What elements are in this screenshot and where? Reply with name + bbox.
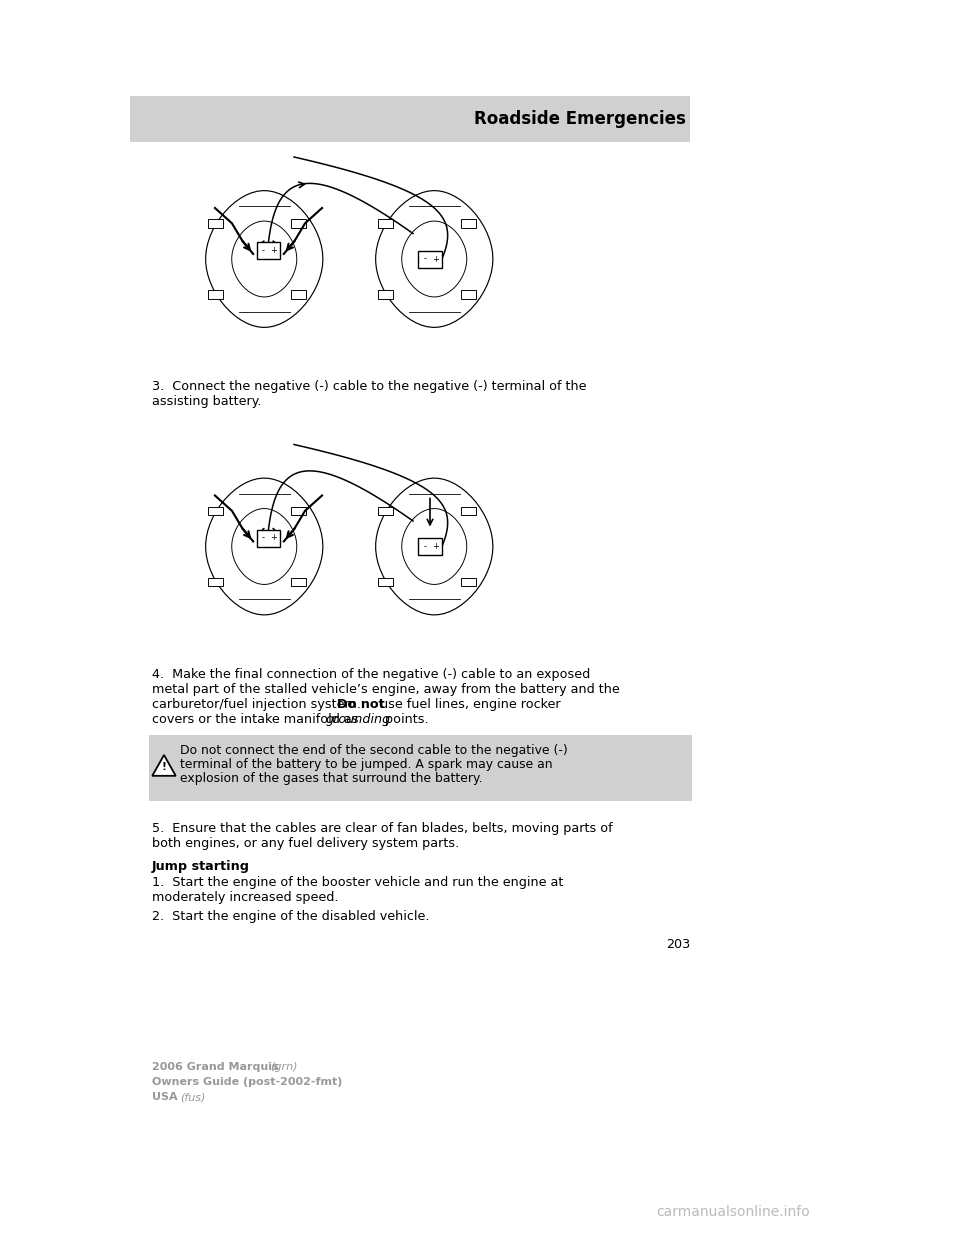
Polygon shape	[231, 221, 297, 297]
Text: assisting battery.: assisting battery.	[152, 395, 261, 409]
Bar	[419, 538, 442, 555]
Text: 2006 Grand Marquis: 2006 Grand Marquis	[152, 1062, 278, 1072]
Bar	[461, 219, 476, 227]
Text: Jump starting: Jump starting	[152, 859, 250, 873]
Polygon shape	[375, 478, 492, 615]
Bar	[130, 96, 690, 142]
Text: -: -	[423, 255, 426, 263]
Polygon shape	[205, 478, 323, 615]
Text: both engines, or any fuel delivery system parts.: both engines, or any fuel delivery syste…	[152, 837, 459, 850]
Text: -: -	[262, 534, 265, 543]
Text: (fus): (fus)	[180, 1092, 205, 1102]
Bar	[461, 578, 476, 586]
Text: covers or the intake manifold as: covers or the intake manifold as	[152, 713, 363, 727]
Text: +: +	[271, 246, 277, 255]
Text: !: !	[161, 763, 166, 773]
Text: terminal of the battery to be jumped. A spark may cause an: terminal of the battery to be jumped. A …	[180, 758, 553, 771]
Text: -: -	[423, 542, 426, 551]
Text: Roadside Emergencies: Roadside Emergencies	[474, 111, 686, 128]
Text: (grn): (grn)	[270, 1062, 298, 1072]
Text: +: +	[271, 534, 277, 543]
Bar	[256, 529, 280, 546]
Polygon shape	[205, 190, 323, 328]
Bar	[207, 219, 223, 227]
Polygon shape	[231, 508, 297, 585]
Bar	[461, 291, 476, 299]
Polygon shape	[375, 190, 492, 328]
Polygon shape	[402, 508, 467, 585]
Text: -: -	[262, 246, 265, 255]
Bar	[291, 507, 306, 515]
Text: 203: 203	[665, 938, 690, 951]
Text: 3.  Connect the negative (-) cable to the negative (-) terminal of the: 3. Connect the negative (-) cable to the…	[152, 380, 587, 392]
Polygon shape	[402, 221, 467, 297]
Text: explosion of the gases that surround the battery.: explosion of the gases that surround the…	[180, 773, 483, 785]
Bar	[291, 219, 306, 227]
Text: 2.  Start the engine of the disabled vehicle.: 2. Start the engine of the disabled vehi…	[152, 910, 429, 923]
Text: carburetor/fuel injection system.: carburetor/fuel injection system.	[152, 698, 365, 710]
Text: 1.  Start the engine of the booster vehicle and run the engine at: 1. Start the engine of the booster vehic…	[152, 876, 564, 889]
Bar	[207, 291, 223, 299]
Bar	[291, 291, 306, 299]
Bar	[256, 242, 280, 260]
Bar	[207, 578, 223, 586]
Bar	[377, 219, 393, 227]
Bar	[377, 507, 393, 515]
Text: grounding: grounding	[326, 713, 392, 727]
Bar	[207, 507, 223, 515]
Text: +: +	[432, 255, 439, 263]
Text: carmanualsonline.info: carmanualsonline.info	[657, 1205, 810, 1218]
Polygon shape	[153, 755, 176, 776]
Text: metal part of the stalled vehicle’s engine, away from the battery and the: metal part of the stalled vehicle’s engi…	[152, 683, 620, 696]
Text: use fuel lines, engine rocker: use fuel lines, engine rocker	[376, 698, 561, 710]
Text: 5.  Ensure that the cables are clear of fan blades, belts, moving parts of: 5. Ensure that the cables are clear of f…	[152, 822, 612, 835]
Text: +: +	[432, 542, 439, 551]
Text: points.: points.	[381, 713, 428, 727]
Bar	[149, 735, 692, 801]
Text: Do not connect the end of the second cable to the negative (-): Do not connect the end of the second cab…	[180, 744, 567, 758]
Text: moderately increased speed.: moderately increased speed.	[152, 891, 339, 904]
Bar	[461, 507, 476, 515]
Text: USA: USA	[152, 1092, 178, 1102]
Bar	[419, 251, 442, 267]
Text: Do not: Do not	[337, 698, 385, 710]
Text: 4.  Make the final connection of the negative (-) cable to an exposed: 4. Make the final connection of the nega…	[152, 668, 590, 681]
Bar	[291, 578, 306, 586]
Text: Owners Guide (post-2002-fmt): Owners Guide (post-2002-fmt)	[152, 1077, 343, 1087]
Bar	[377, 578, 393, 586]
Bar	[377, 291, 393, 299]
